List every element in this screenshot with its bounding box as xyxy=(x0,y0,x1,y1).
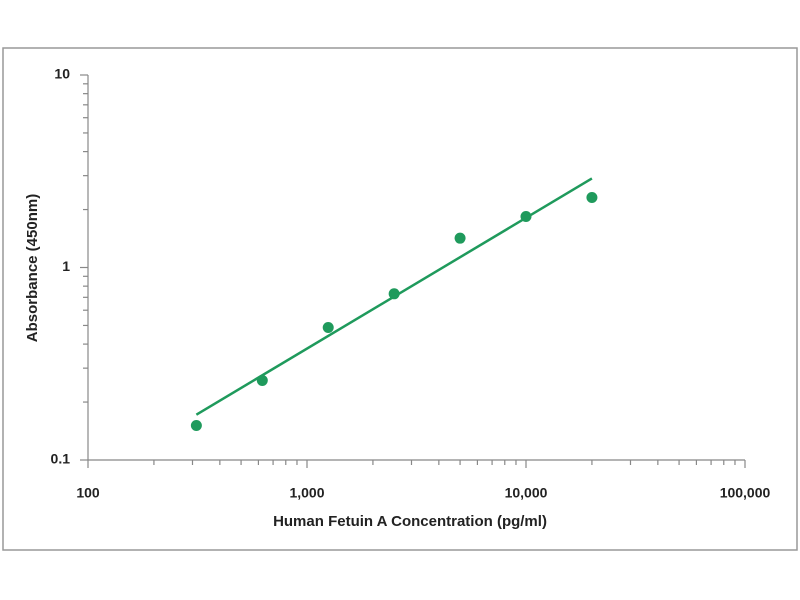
data-point xyxy=(454,232,466,244)
data-point xyxy=(520,211,532,223)
x-tick-label: 10,000 xyxy=(505,485,548,501)
y-axis-title: Absorbance (450nm) xyxy=(24,194,41,342)
y-tick-label: 1 xyxy=(62,258,70,274)
data-point xyxy=(586,192,598,204)
y-tick-label: 0.1 xyxy=(51,451,71,467)
y-tick-label: 10 xyxy=(54,66,70,82)
x-tick-label: 100,000 xyxy=(720,485,771,501)
x-tick-label: 1,000 xyxy=(289,485,324,501)
x-tick-label: 100 xyxy=(76,485,100,501)
data-point xyxy=(256,374,268,386)
data-point xyxy=(322,321,334,333)
x-axis-title: Human Fetuin A Concentration (pg/ml) xyxy=(273,513,547,530)
data-point xyxy=(388,288,400,300)
frame xyxy=(2,47,798,551)
data-point xyxy=(190,420,202,432)
